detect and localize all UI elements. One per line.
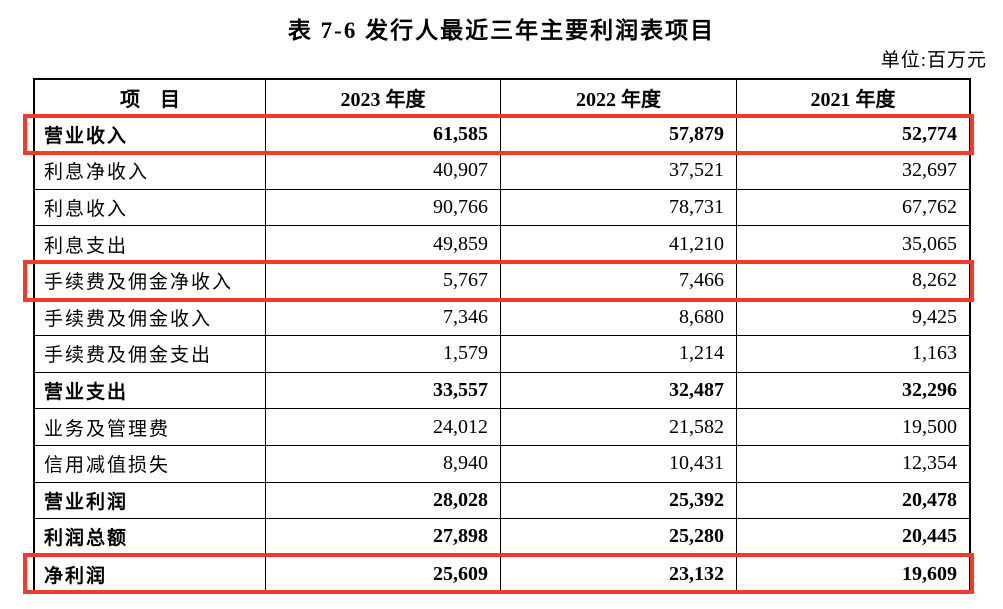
table-row: 业务及管理费 24,012 21,582 19,500: [35, 409, 969, 446]
value-2021: 32,697: [737, 153, 969, 190]
item-label: 营业利润: [35, 482, 266, 520]
table-row: 利润总额 27,898 25,280 20,445: [35, 519, 969, 556]
value-2021: 9,425: [737, 300, 969, 337]
table-row: 利息支出 49,859 41,210 35,065: [35, 226, 969, 263]
item-label: 利息净收入: [35, 153, 266, 190]
table-row: 利息净收入 40,907 37,521 32,697: [35, 153, 969, 190]
column-header-2023: 2023 年度: [266, 80, 501, 117]
value-2023: 27,898: [266, 519, 501, 556]
value-2023: 7,346: [266, 299, 501, 337]
item-label: 利润总额: [35, 519, 266, 556]
value-2021: 67,762: [737, 190, 969, 227]
table-row: 信用减值损失 8,940 10,431 12,354: [35, 445, 969, 483]
table-title: 表 7-6 发行人最近三年主要利润表项目: [287, 18, 716, 43]
item-label: 营业支出: [35, 372, 266, 410]
item-label: 信用减值损失: [35, 445, 266, 483]
value-2021: 1,163: [737, 336, 969, 373]
value-2022: 23,132: [501, 555, 737, 593]
value-2022: 57,879: [501, 116, 737, 154]
item-label: 业务及管理费: [35, 409, 266, 446]
value-2021: 12,354: [737, 446, 969, 483]
table-row: 手续费及佣金净收入 5,767 7,466 8,262: [23, 260, 974, 302]
table-row: 利息收入 90,766 78,731 67,762: [35, 189, 969, 227]
value-2021: 35,065: [737, 226, 969, 263]
value-2023: 40,907: [266, 153, 501, 190]
value-2021: 19,500: [737, 409, 969, 446]
item-label: 手续费及佣金收入: [35, 299, 266, 337]
value-2022: 7,466: [501, 262, 737, 300]
value-2023: 90,766: [266, 189, 501, 227]
column-header-2021: 2021 年度: [737, 80, 969, 117]
item-label: 利息收入: [35, 189, 266, 227]
table-row: 营业利润 28,028 25,392 20,478: [35, 482, 969, 520]
column-header-item: 项 目: [35, 80, 266, 117]
unit-label: 单位:百万元: [880, 50, 987, 71]
value-2021: 20,478: [737, 483, 969, 520]
value-2021: 20,445: [737, 519, 969, 556]
table-row: 营业收入 61,585 57,879 52,774: [23, 113, 974, 155]
value-2022: 21,582: [501, 409, 737, 446]
table-row: 净利润 25,609 23,132 19,609: [23, 552, 974, 594]
value-2023: 28,028: [266, 482, 501, 520]
value-2021: 32,296: [737, 373, 969, 410]
value-2022: 1,214: [501, 336, 737, 373]
value-2021: 52,774: [737, 117, 969, 154]
column-header-2022: 2022 年度: [501, 80, 737, 117]
table-header-row: 项 目 2023 年度 2022 年度 2021 年度: [35, 80, 969, 117]
value-2022: 25,392: [501, 482, 737, 520]
value-2023: 5,767: [266, 262, 501, 300]
item-label: 手续费及佣金净收入: [35, 262, 266, 300]
value-2023: 61,585: [266, 116, 501, 154]
value-2023: 8,940: [266, 445, 501, 483]
value-2022: 37,521: [501, 153, 737, 190]
value-2023: 24,012: [266, 409, 501, 446]
value-2022: 78,731: [501, 189, 737, 227]
value-2023: 49,859: [266, 226, 501, 263]
table-row: 营业支出 33,557 32,487 32,296: [35, 372, 969, 410]
income-statement-table: 项 目 2023 年度 2022 年度 2021 年度 营业收入 61,585 …: [23, 78, 974, 595]
value-2021: 8,262: [737, 263, 969, 300]
item-label: 手续费及佣金支出: [35, 336, 266, 373]
value-2022: 8,680: [501, 299, 737, 337]
value-2023: 1,579: [266, 336, 501, 373]
value-2022: 32,487: [501, 372, 737, 410]
value-2022: 10,431: [501, 445, 737, 483]
value-2023: 33,557: [266, 372, 501, 410]
item-label: 利息支出: [35, 226, 266, 263]
value-2023: 25,609: [266, 555, 501, 593]
item-label: 净利润: [35, 555, 266, 593]
table-row: 手续费及佣金支出 1,579 1,214 1,163: [35, 336, 969, 373]
value-2021: 19,609: [902, 562, 957, 585]
item-label: 营业收入: [35, 116, 266, 154]
value-2022: 25,280: [501, 519, 737, 556]
value-2022: 41,210: [501, 226, 737, 263]
table-row: 手续费及佣金收入 7,346 8,680 9,425: [35, 299, 969, 337]
